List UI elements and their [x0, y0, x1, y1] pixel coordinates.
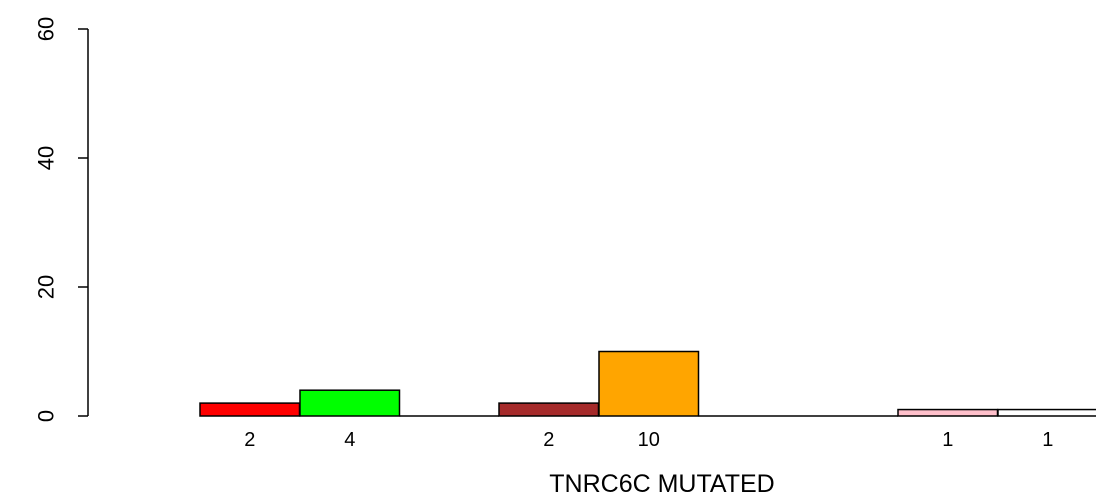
bar-labels: 2 4 2 10 1 1	[244, 429, 1053, 451]
y-tick-label: 60	[34, 17, 59, 41]
bar	[997, 408, 1096, 417]
bar-value-label: 10	[638, 429, 660, 451]
y-axis: 0 20 40 60	[34, 17, 89, 422]
bar	[299, 389, 401, 417]
x-axis-label: TNRC6C MUTATED	[549, 470, 774, 498]
y-tick-label: 20	[34, 275, 59, 299]
bar-value-label: 2	[543, 429, 554, 451]
bar-value-label: 2	[244, 429, 255, 451]
bar	[598, 350, 700, 417]
bar	[897, 408, 999, 417]
bar	[498, 402, 600, 417]
bars	[199, 350, 1096, 417]
bar-value-label: 4	[344, 429, 355, 451]
bar	[199, 402, 301, 417]
bar-value-label: 1	[942, 429, 953, 451]
bar-value-label: 1	[1042, 429, 1053, 451]
y-tick-label: 0	[34, 410, 59, 422]
y-tick-label: 40	[34, 146, 59, 170]
